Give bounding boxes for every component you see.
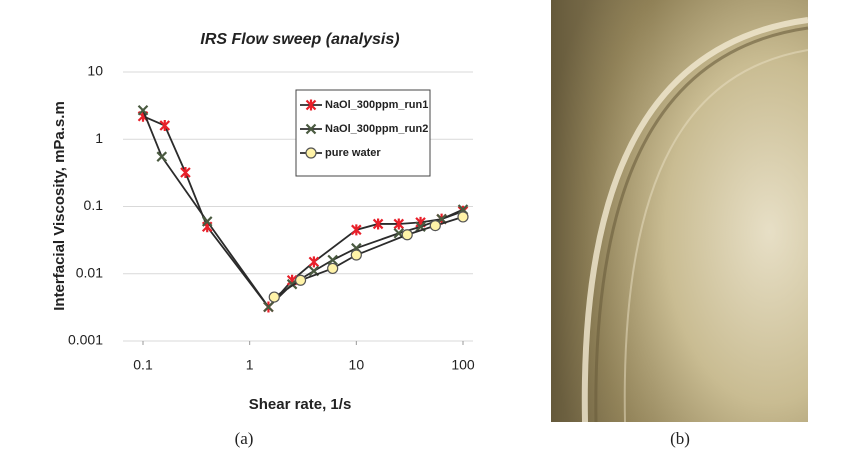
legend-label: NaOl_300ppm_run2 (325, 123, 428, 135)
x-axis-label: Shear rate, 1/s (249, 396, 352, 413)
marker-shape (305, 99, 317, 111)
marker (305, 99, 317, 111)
marker-shape (156, 151, 168, 162)
marker (180, 167, 191, 179)
marker (327, 254, 338, 266)
marker (263, 301, 274, 313)
x-tick-label: 1 (246, 357, 254, 373)
marker (137, 104, 149, 116)
marker (156, 151, 168, 162)
marker-shape (372, 218, 384, 230)
legend-label: pure water (325, 147, 381, 159)
y-tick-label: 0.01 (76, 264, 103, 280)
marker-shape (137, 104, 149, 116)
marker-shape (180, 167, 191, 179)
marker (308, 256, 320, 268)
marker (372, 218, 384, 230)
legend-label: NaOl_300ppm_run1 (325, 99, 428, 111)
x-tick-label: 0.1 (133, 357, 153, 373)
marker-shape (159, 120, 171, 132)
marker-shape (351, 224, 362, 236)
x-tick-label: 10 (349, 357, 365, 373)
panel-label: (a) (235, 429, 254, 448)
marker-shape (201, 216, 213, 227)
y-tick-label: 10 (87, 63, 103, 79)
marker (401, 229, 413, 241)
marker-shape (327, 254, 338, 266)
marker (393, 218, 405, 230)
marker (268, 291, 280, 303)
marker (457, 211, 469, 223)
marker (429, 219, 441, 232)
marker (350, 249, 362, 261)
photo (551, 0, 809, 423)
marker (294, 274, 307, 286)
marker-shape (263, 301, 274, 313)
marker (305, 147, 317, 159)
chart-title: IRS Flow sweep (analysis) (200, 31, 399, 48)
marker-shape (305, 123, 317, 135)
marker-shape (393, 218, 405, 230)
marker (327, 262, 339, 275)
marker-shape (308, 256, 320, 268)
y-tick-label: 0.001 (68, 332, 103, 348)
y-tick-label: 0.1 (84, 197, 104, 213)
x-tick-label: 100 (451, 357, 475, 373)
y-tick-label: 1 (95, 130, 103, 146)
panel-label: (b) (670, 429, 690, 448)
y-axis-label: Interfacial Viscosity, mPa.s.m (51, 101, 68, 311)
series-line (142, 109, 464, 309)
marker (305, 123, 317, 135)
marker (201, 216, 213, 227)
marker (159, 120, 171, 132)
marker (351, 224, 362, 236)
